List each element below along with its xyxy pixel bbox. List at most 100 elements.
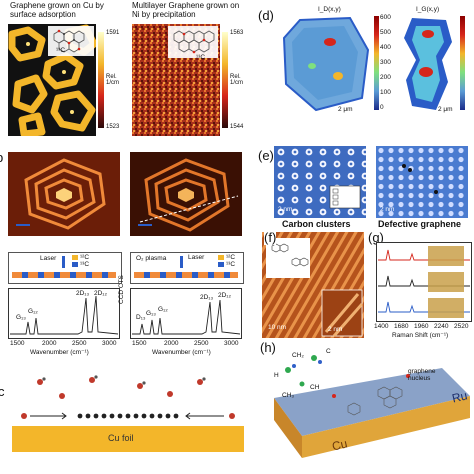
panel-h-species-1: C [326,348,331,355]
panel-b-peak-left-2: 2D₁₃ [76,290,90,297]
panel-b-isotope-map-left [8,152,120,236]
panel-d-cb-tick-6: 0 [380,104,384,111]
panel-c-cu-foil-label: Cu foil [108,433,134,443]
panel-a: Graphene grown on Cu by surface adsorpti… [0,0,250,140]
panel-h-annotation: graphene nucleus [408,368,436,382]
panel-b-legend-13c-left: ¹³C [80,261,90,268]
panel-h-species-4: CH₃ [282,392,295,399]
panel-e: (e) 2 nm 2 nm Carbon clusters Defective … [252,142,474,230]
panel-b-peak-left-1: G₁₂ [28,308,38,315]
panel-b-legend-12c-right: ¹²C [226,254,236,261]
panel-b-spectrum-left [8,288,120,339]
panel-d-left-title: I_D(x,y) [318,6,341,13]
panel-b-peak-right-0: D₁₃ [136,314,146,321]
panel-h-growth-schematic [274,355,470,458]
panel-c: c Cu foil [0,370,250,474]
panel-d: (d) I_D(x,y) I_G(x,y) 2 μm 600 500 400 3… [252,0,474,140]
panel-h-species-3: CH [310,384,320,391]
panel-b-peak-right-4: 2D₁₂ [218,292,232,299]
panel-b: b Laser ¹²C ¹³C Laser O₂ plasma ¹²C ¹³C [0,142,250,382]
panel-c-cu-foil [12,426,244,452]
panel-b-tick-left-2: 2500 [72,340,87,347]
panel-b-tick-right-1: 2000 [164,340,179,347]
panel-d-cb-tick-3: 300 [380,59,391,66]
panel-d-cb-tick-2: 400 [380,44,391,51]
panel-b-legend-swatch-13c-right [218,262,224,267]
panel-f-stm-image [262,232,364,338]
panel-a-left-cb-max: 1591 [106,30,120,36]
panel-d-colorbar-right [460,16,465,110]
panel-a-right-caption: Multilayer Graphene grown on Ni by preci… [132,1,240,19]
panel-b-tick-left-1: 2000 [42,340,57,347]
panel-a-left-lattice-inset [48,26,94,56]
panel-d-label: (d) [258,8,274,23]
panel-a-left-c13-label: ¹³C [56,47,66,54]
panel-f-label: (f) [264,232,277,245]
panel-b-tick-left-3: 3000 [102,340,117,347]
panel-a-left-cb-min: 1523 [106,124,120,130]
panel-d-scale-left: 2 μm [338,106,353,113]
panel-b-peak-left-0: G₁₃ [16,314,26,321]
panel-e-scale-left: 2 nm [278,206,293,213]
panel-a-right-cb-unit: Rel. 1/cm [230,74,244,86]
panel-d-id-map [280,14,372,114]
panel-b-tick-right-3: 3000 [224,340,239,347]
panel-d-cb-tick-0: 600 [380,14,391,21]
panel-b-laser-arrow-left [62,256,65,268]
panel-h-species-2: H [274,372,279,379]
panel-h-species-0: CH₂ [292,352,304,359]
panel-b-xlabel-right: Wavenumber (cm⁻¹) [152,349,211,356]
panel-b-ylabel-right: CCD CTS [118,275,125,304]
panel-g-xlabel: Raman Shift (cm⁻¹) [392,332,449,339]
panel-g-tick-1: 1680 [394,323,409,330]
panel-b-legend-13c-right: ¹³C [226,261,236,268]
panel-a-right-c13-label: ¹³C [196,54,206,61]
panel-e-scale-right: 2 nm [380,206,395,213]
panel-b-spectrum-right [130,288,242,339]
panel-b-tick-left-0: 1500 [10,340,25,347]
panel-c-label: c [0,384,5,399]
panel-f-scale-main: 10 nm [268,324,287,331]
panel-a-right-lattice-inset [168,26,218,58]
panel-b-legend-swatch-12c-left [72,255,78,260]
panel-d-scale-right: 2 μm [438,106,453,113]
panel-c-growth-schematic [21,375,235,420]
panel-b-peak-right-2: G₁₂ [158,306,168,313]
panel-a-right-colorbar [222,32,228,128]
panel-h: (h) CH₂ C H CH CH₃ graphene nucleus Cu R… [252,340,474,474]
panel-b-schematic-left [8,252,122,284]
panel-g-raman-spectra [376,242,472,322]
panel-a-left-caption: Graphene grown on Cu by surface adsorpti… [10,1,104,19]
panel-b-legend-12c-left: ¹²C [80,254,90,261]
panel-b-laser-label-left: Laser [40,255,57,262]
panel-a-right-cb-max: 1563 [230,30,244,36]
panel-b-legend-swatch-13c-left [72,262,78,267]
panel-a-left-colorbar [98,32,104,128]
panel-e-left-caption: Carbon clusters [282,219,351,229]
panel-e-stm-defective-graphene [376,146,468,218]
panel-a-left-cb-unit: Rel. 1/cm [106,74,120,86]
panel-b-label: b [0,150,3,165]
panel-e-label: (e) [258,148,274,163]
panel-a-right-cb-min: 1544 [230,124,244,130]
panel-g-tick-2: 1960 [414,323,429,330]
panel-b-peak-left-3: 2D₁₂ [94,290,108,297]
panel-g-label: (g) [368,232,384,245]
panel-b-peak-right-3: 2D₁₃ [200,294,214,301]
panel-g: (g) 1400 1680 1960 2240 2520 Raman Shift… [366,232,474,340]
panel-b-isotope-map-right [130,152,242,236]
panel-b-o2plasma-label: O₂ plasma [136,255,167,262]
panel-d-right-title: I_G(x,y) [416,6,440,13]
panel-g-tick-3: 2240 [434,323,449,330]
panel-d-colorbar-left [374,16,379,110]
panel-b-laser-label-right: Laser [188,254,205,261]
panel-e-stm-carbon-clusters [274,146,366,218]
panel-e-right-caption: Defective graphene [378,219,462,229]
panel-f: (f) 10 nm 2 nm [262,232,364,340]
panel-d-ig-map [398,14,458,114]
panel-b-xlabel-left: Wavenumber (cm⁻¹) [30,349,89,356]
panel-d-cb-tick-4: 200 [380,74,391,81]
panel-b-tick-right-0: 1500 [132,340,147,347]
panel-b-legend-swatch-12c-right [218,255,224,260]
panel-b-peak-right-1: G₁₃ [146,310,156,317]
